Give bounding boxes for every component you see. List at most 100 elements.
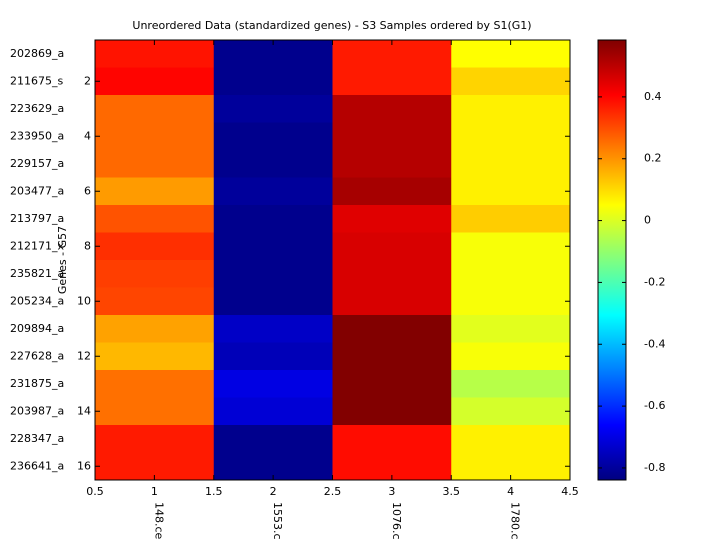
heat-cell [213, 150, 333, 178]
heat-cell [213, 95, 333, 123]
heat-cell [332, 150, 452, 178]
heat-cell [332, 95, 452, 123]
x-tick-label: 1 [151, 485, 158, 498]
heat-cell [213, 67, 333, 96]
row-label: 228347_a [10, 432, 64, 445]
heat-cell [95, 95, 215, 123]
heat-cell [451, 67, 571, 96]
heat-cell [95, 397, 215, 426]
colorbar-tick-label: 0.4 [644, 90, 662, 103]
column-label: 1780.cel [509, 502, 522, 540]
heat-cell [332, 370, 452, 398]
heat-cell [213, 315, 333, 343]
heat-cell [213, 232, 333, 261]
colorbar-tick-label: 0 [644, 214, 651, 227]
colorbar-tick-label: -0.8 [644, 461, 665, 474]
heat-cell [95, 205, 215, 233]
heat-cell [451, 370, 571, 398]
heat-cell [95, 122, 215, 151]
x-tick-label: 1.5 [205, 485, 223, 498]
row-label: 202869_a [10, 47, 64, 60]
y-tick-label: 8 [84, 239, 91, 252]
x-tick-label: 4 [507, 485, 514, 498]
heat-cell [451, 95, 571, 123]
y-tick-label: 14 [77, 404, 91, 417]
heat-cell [95, 177, 215, 206]
chart-title: Unreordered Data (standardized genes) - … [132, 19, 531, 32]
colorbar-tick-label: 0.2 [644, 152, 662, 165]
column-label: 1553.cel [271, 502, 284, 540]
heat-cell [451, 205, 571, 233]
heat-cell [332, 67, 452, 96]
heat-cell [213, 342, 333, 371]
heat-cell [332, 315, 452, 343]
heat-cell [213, 177, 333, 206]
heat-cell [95, 260, 215, 288]
heat-cell [95, 425, 215, 453]
row-label: 236641_a [10, 459, 64, 472]
row-label: 233950_a [10, 129, 64, 142]
y-tick-label: 6 [84, 184, 91, 197]
heat-cell [451, 342, 571, 371]
x-tick-label: 2.5 [324, 485, 342, 498]
heat-cell [332, 205, 452, 233]
colorbar [597, 39, 627, 481]
heat-cell [213, 122, 333, 151]
heat-cell [332, 425, 452, 453]
row-label: 223629_a [10, 102, 64, 115]
heat-cell [213, 370, 333, 398]
y-tick-label: 4 [84, 129, 91, 142]
heat-cell [213, 205, 333, 233]
row-label: 203987_a [10, 404, 64, 417]
heat-cell [95, 370, 215, 398]
heat-cell [213, 397, 333, 426]
heat-cell [95, 315, 215, 343]
row-label: 203477_a [10, 184, 64, 197]
row-label: 213797_a [10, 212, 64, 225]
row-label: 205234_a [10, 294, 64, 307]
heat-cell [95, 232, 215, 261]
x-tick-label: 2 [270, 485, 277, 498]
heat-cell [332, 122, 452, 151]
column-label: 148.cel [152, 502, 165, 540]
x-tick-label: 0.5 [86, 485, 104, 498]
heat-cell [451, 260, 571, 288]
colorbar-tick-label: -0.2 [644, 275, 665, 288]
row-label: 229157_a [10, 157, 64, 170]
y-tick-label: 2 [84, 74, 91, 87]
row-label: 235821_a [10, 267, 64, 280]
heat-cell [451, 150, 571, 178]
colorbar-tick-label: -0.6 [644, 399, 665, 412]
heat-cell [95, 287, 215, 316]
x-tick-label: 3 [388, 485, 395, 498]
heat-cell [451, 177, 571, 206]
heat-cell [332, 177, 452, 206]
x-tick-label: 4.5 [561, 485, 579, 498]
heat-cell [332, 232, 452, 261]
heat-cell [451, 397, 571, 426]
heat-cell [332, 287, 452, 316]
row-label: 231875_a [10, 377, 64, 390]
x-tick-label: 3.5 [443, 485, 461, 498]
y-tick-label: 12 [77, 349, 91, 362]
row-label: 211675_s [10, 74, 63, 87]
heat-cell [332, 342, 452, 371]
y-tick-label: 16 [77, 459, 91, 472]
heat-cell [213, 287, 333, 316]
row-label: 212171_x [10, 239, 64, 252]
heat-cell [332, 260, 452, 288]
heat-cell [451, 315, 571, 343]
row-label: 209894_a [10, 322, 64, 335]
y-tick-label: 10 [77, 294, 91, 307]
heat-cell [451, 287, 571, 316]
heat-cell [95, 150, 215, 178]
heat-cell [451, 232, 571, 261]
column-label: 1076.cel [390, 502, 403, 540]
row-label: 227628_a [10, 349, 64, 362]
heat-cell [451, 425, 571, 453]
heat-cell [95, 342, 215, 371]
heat-cell [95, 67, 215, 96]
heat-cell [451, 122, 571, 151]
colorbar-tick-label: -0.4 [644, 337, 665, 350]
